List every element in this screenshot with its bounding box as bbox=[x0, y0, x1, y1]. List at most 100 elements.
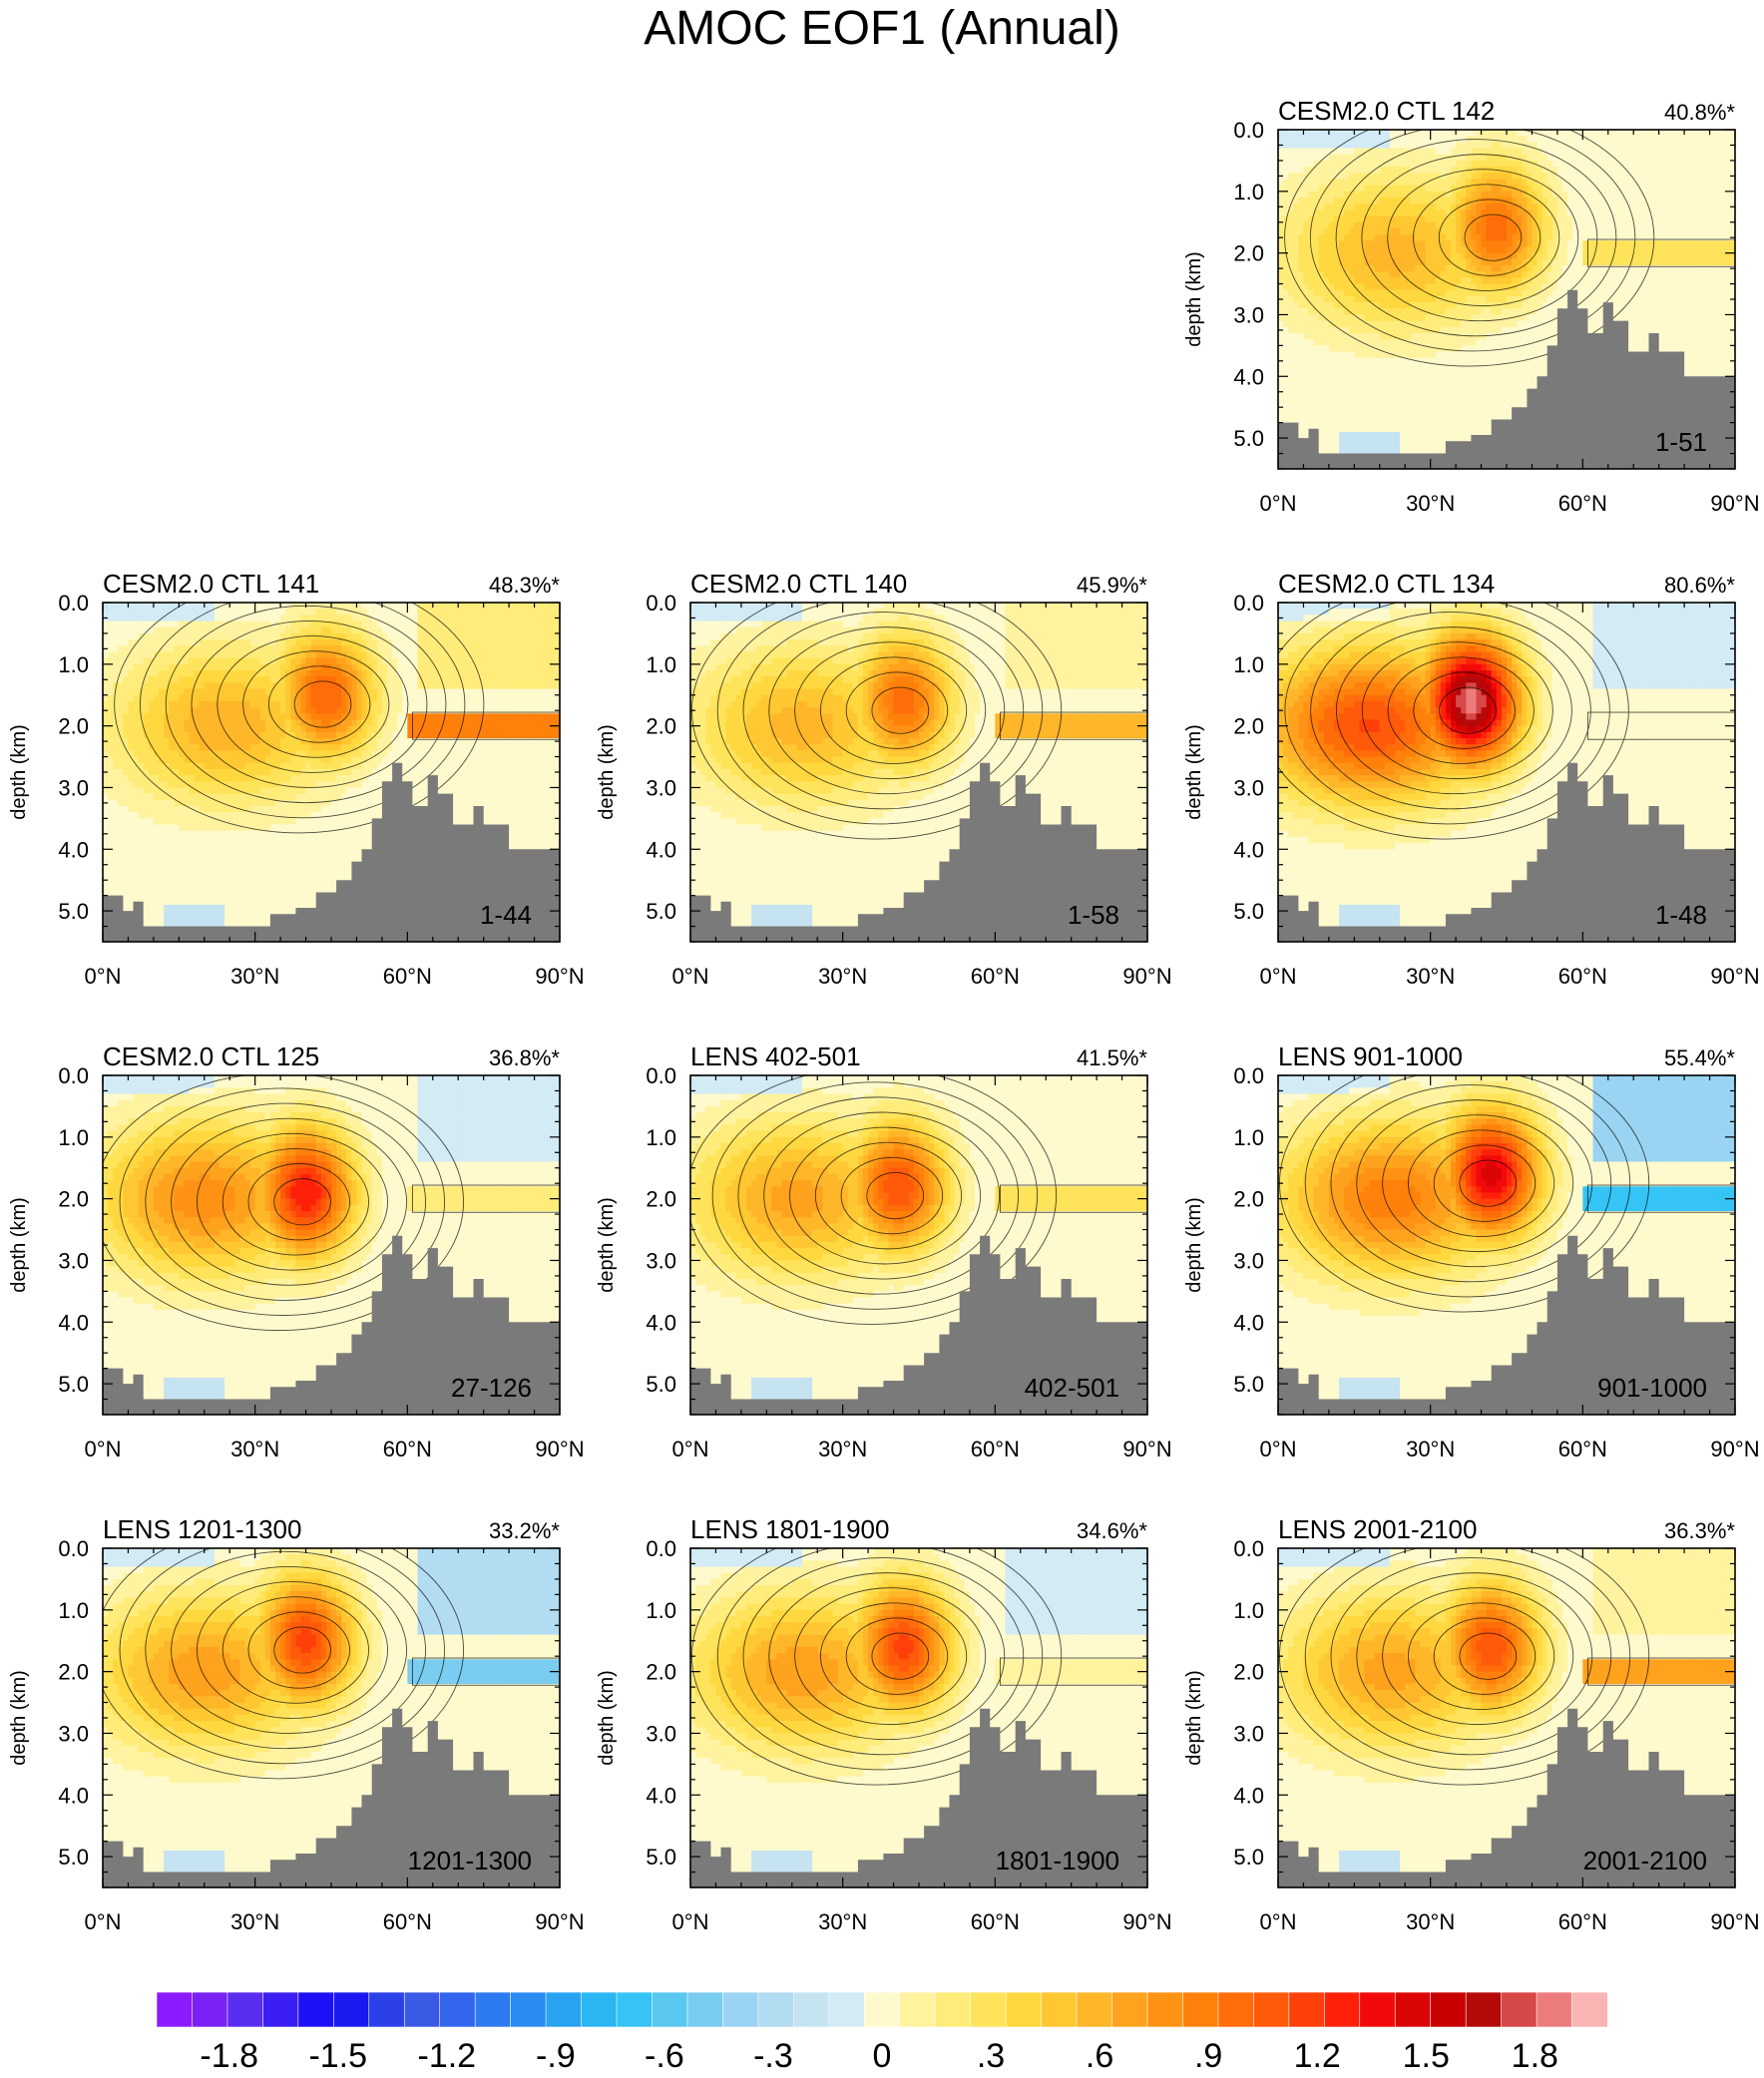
ticks bbox=[1277, 1074, 1736, 1416]
ticks bbox=[689, 1547, 1148, 1888]
colorbar-swatch bbox=[793, 1991, 830, 2028]
colorbar-swatch bbox=[616, 1991, 654, 2028]
colorbar-swatch bbox=[686, 1991, 724, 2028]
contour-line bbox=[217, 635, 409, 773]
x-tick-label: 0°N bbox=[1260, 1909, 1297, 1934]
contour-line bbox=[763, 1111, 1001, 1280]
y-tick-label: 2.0 bbox=[1233, 1660, 1264, 1685]
panel-title: CESM2.0 CTL 140 bbox=[690, 569, 907, 599]
contour-line bbox=[866, 1171, 925, 1220]
y-tick-label: 0.0 bbox=[1233, 1536, 1264, 1561]
x-tick-label: 30°N bbox=[818, 1437, 867, 1461]
x-tick-label: 60°N bbox=[1558, 964, 1607, 989]
x-tick-label: 0°N bbox=[85, 1909, 122, 1934]
y-axis-label: depth (km) bbox=[596, 724, 618, 820]
y-tick-label: 1.0 bbox=[58, 652, 89, 677]
contour-line bbox=[871, 686, 930, 734]
contour-fill bbox=[690, 603, 1147, 942]
x-tick-label: 0°N bbox=[85, 964, 122, 989]
y-tick-label: 4.0 bbox=[1233, 364, 1264, 389]
panel-title: LENS 2001-2100 bbox=[1278, 1514, 1477, 1544]
x-tick-label: 60°N bbox=[1558, 491, 1607, 516]
year-range: 1801-1900 bbox=[996, 1846, 1119, 1875]
explained-variance: 36.3%* bbox=[1664, 1518, 1735, 1543]
contour-line bbox=[1356, 1099, 1593, 1268]
contour-line bbox=[1459, 1632, 1518, 1680]
panels: 0°N 30°N 60°N 90°N 0.0 1.0 2.0 3.0 4.0 5.0 depth (… bbox=[8, 96, 1760, 1934]
colorbar-label: .9 bbox=[1194, 2037, 1222, 2075]
x-tick-label: 30°N bbox=[1406, 1437, 1455, 1461]
y-tick-label: 4.0 bbox=[58, 837, 89, 862]
explained-variance: 80.6%* bbox=[1664, 573, 1735, 598]
contour-line bbox=[1433, 1144, 1537, 1222]
contour-line bbox=[1413, 184, 1560, 291]
ticks bbox=[1277, 602, 1736, 943]
year-range: 27-126 bbox=[451, 1373, 532, 1403]
x-tick-label: 90°N bbox=[1710, 1437, 1759, 1461]
contour-line bbox=[1387, 169, 1579, 307]
contour-line bbox=[742, 1557, 1025, 1756]
colorbar-swatch bbox=[1501, 1991, 1538, 2028]
y-tick-label: 2.0 bbox=[646, 714, 676, 739]
colorbar-label: 1.8 bbox=[1512, 2037, 1558, 2075]
contour-line bbox=[114, 603, 485, 834]
contour-line bbox=[119, 1548, 445, 1765]
y-tick-label: 5.0 bbox=[58, 899, 89, 924]
y-tick-label: 4.0 bbox=[1233, 837, 1264, 862]
y-tick-label: 0.0 bbox=[646, 591, 676, 616]
y-tick-label: 5.0 bbox=[646, 899, 676, 924]
colorbar-swatch bbox=[863, 1991, 901, 2028]
bathymetry bbox=[103, 1235, 560, 1415]
contour-line bbox=[191, 620, 428, 789]
explained-variance: 41.5%* bbox=[1077, 1045, 1147, 1070]
contour-line bbox=[1407, 1602, 1555, 1710]
ticks bbox=[102, 1074, 561, 1416]
y-tick-label: 0.0 bbox=[646, 1063, 676, 1088]
contour-line bbox=[1335, 139, 1617, 337]
contour-line bbox=[1310, 612, 1591, 810]
colorbar-swatch bbox=[156, 1991, 194, 2028]
y-tick-label: 0.0 bbox=[1233, 591, 1264, 616]
y-tick-label: 1.0 bbox=[1233, 180, 1264, 205]
colorbar-swatch bbox=[1430, 1991, 1467, 2028]
x-tick-label: 90°N bbox=[1122, 964, 1171, 989]
contour-line bbox=[242, 650, 390, 758]
y-tick-label: 1.0 bbox=[58, 1125, 89, 1150]
y-axis-label: depth (km) bbox=[8, 1670, 30, 1766]
contour-line bbox=[999, 711, 1147, 740]
contour-line bbox=[140, 603, 466, 819]
x-tick-label: 30°N bbox=[1406, 1909, 1455, 1934]
x-tick-label: 90°N bbox=[1122, 1909, 1171, 1934]
panel-lens1201: 0°N 30°N 60°N 90°N 0.0 1.0 2.0 3.0 4.0 5.0 depth (… bbox=[8, 1514, 585, 1934]
ticks bbox=[1277, 129, 1736, 470]
panel-ctl141: 0°N 30°N 60°N 90°N 0.0 1.0 2.0 3.0 4.0 5.0 depth (… bbox=[8, 569, 585, 989]
colorbar-label: -.3 bbox=[753, 2037, 793, 2075]
y-tick-label: 5.0 bbox=[1233, 1845, 1264, 1870]
contour-line bbox=[1284, 130, 1655, 367]
colorbar-swatch bbox=[297, 1991, 334, 2028]
contour-line bbox=[1278, 603, 1629, 840]
x-tick-label: 60°N bbox=[383, 1437, 432, 1461]
panel-title: LENS 1201-1300 bbox=[103, 1514, 301, 1544]
contour-line bbox=[196, 1132, 388, 1271]
y-tick-label: 1.0 bbox=[646, 1598, 676, 1623]
panel-ctl125: 0°N 30°N 60°N 90°N 0.0 1.0 2.0 3.0 4.0 5.0 depth (… bbox=[8, 1041, 585, 1461]
x-tick-label: 90°N bbox=[535, 964, 584, 989]
y-axis-label: depth (km) bbox=[8, 1197, 30, 1293]
x-tick-label: 0°N bbox=[1260, 964, 1297, 989]
colorbar-label: -1.5 bbox=[308, 2037, 367, 2075]
colorbar-swatch bbox=[1323, 1991, 1361, 2028]
x-tick-label: 30°N bbox=[818, 964, 867, 989]
bathymetry bbox=[1278, 289, 1735, 469]
y-tick-label: 3.0 bbox=[58, 775, 89, 800]
y-tick-label: 5.0 bbox=[646, 1845, 676, 1870]
x-tick-label: 30°N bbox=[1406, 491, 1455, 516]
colorbar-label: .6 bbox=[1086, 2037, 1113, 2075]
contour-line bbox=[1361, 154, 1598, 322]
x-tick-label: 30°N bbox=[230, 964, 279, 989]
contour-lines bbox=[691, 1548, 1147, 1786]
contour-line bbox=[742, 612, 1025, 810]
y-tick-label: 4.0 bbox=[1233, 1783, 1264, 1808]
bathymetry bbox=[690, 762, 1147, 942]
colorbar-swatch bbox=[192, 1991, 228, 2028]
